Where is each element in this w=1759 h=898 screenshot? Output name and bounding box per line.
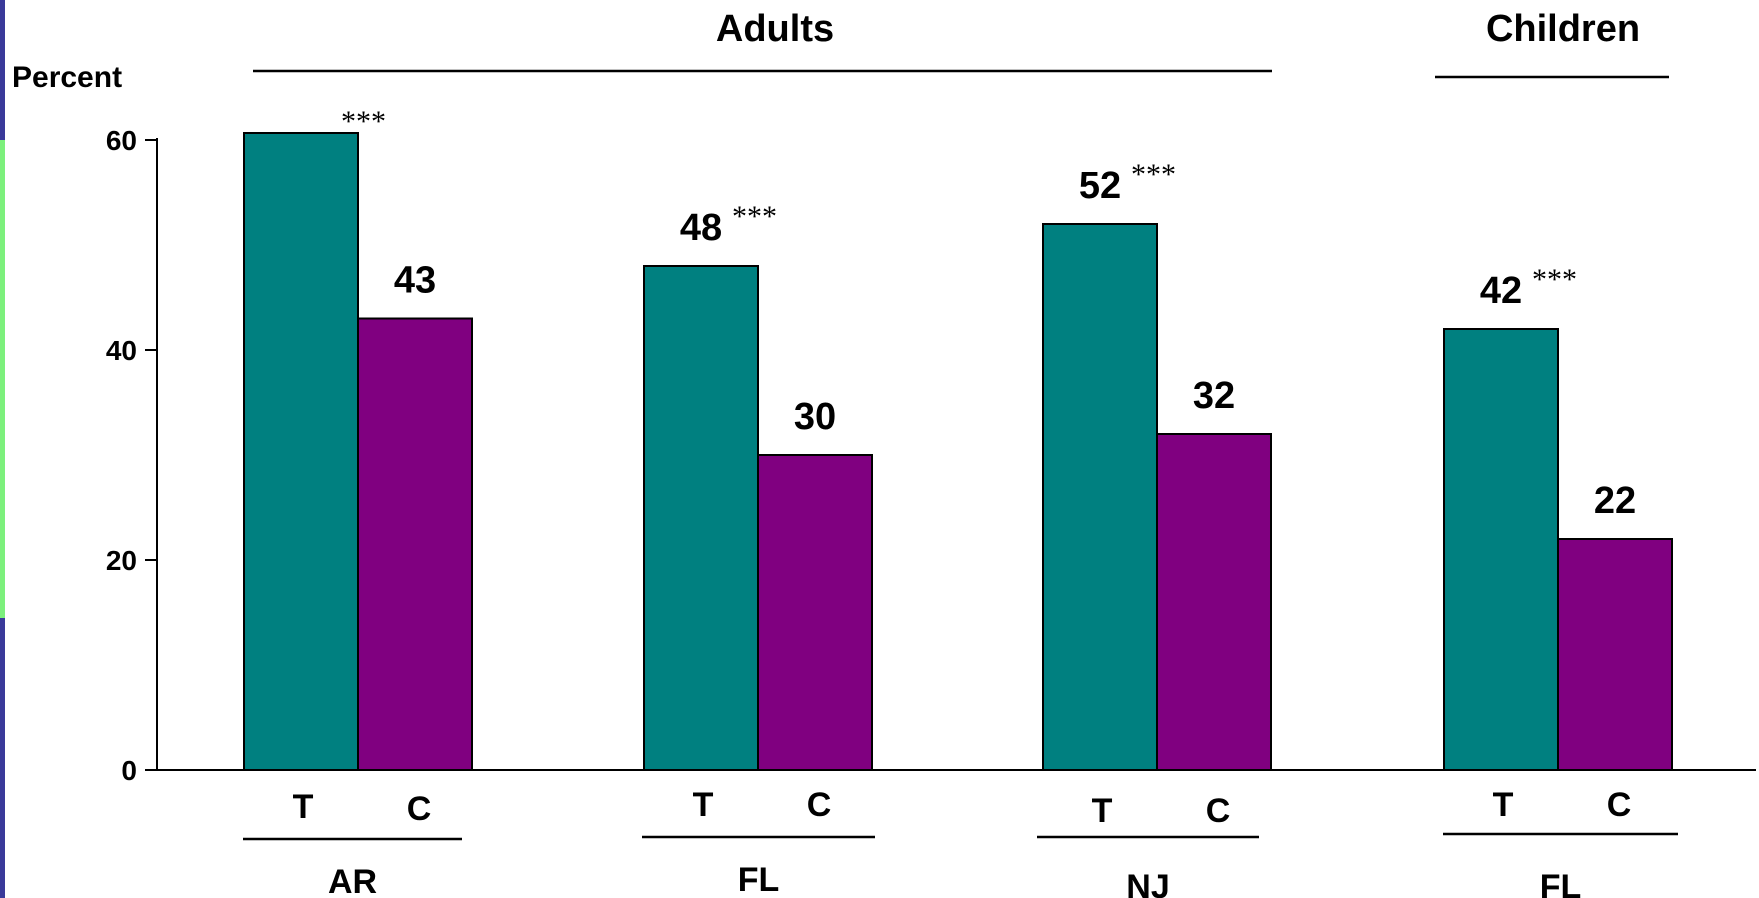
site-label-nj: NJ	[1126, 868, 1169, 898]
slide-edge-accent	[0, 140, 5, 618]
bar-ar-c	[357, 317, 473, 771]
data-label: 22	[1594, 480, 1636, 522]
series-label-c: C	[1607, 786, 1632, 824]
bar-ar-t	[243, 132, 359, 771]
group-title-children: Children	[1486, 8, 1640, 50]
series-label-t: T	[1493, 786, 1514, 824]
series-label-c: C	[807, 786, 832, 824]
y-tick-label: 60	[106, 125, 137, 156]
series-label-t: T	[1092, 792, 1113, 830]
series-label-c: C	[407, 790, 432, 828]
site-label-fl: FL	[738, 861, 780, 898]
bar-nj-c	[1156, 433, 1272, 771]
data-label: 30	[794, 396, 836, 438]
series-label-t: T	[293, 788, 314, 826]
data-label: 32	[1193, 375, 1235, 417]
data-label: 52	[1079, 165, 1121, 207]
y-tick-label: 20	[106, 545, 137, 576]
bar-fl-t	[1443, 328, 1559, 771]
significance-marker: ***	[1131, 158, 1176, 191]
significance-marker: ***	[732, 200, 777, 233]
site-label-fl: FL	[1540, 868, 1582, 898]
group-title-adults: Adults	[716, 8, 834, 50]
series-label-t: T	[693, 786, 714, 824]
series-label-c: C	[1206, 792, 1231, 830]
significance-marker: ***	[1532, 263, 1577, 296]
data-label: 43	[394, 260, 436, 302]
site-label-ar: AR	[328, 863, 377, 898]
y-tick-label: 40	[106, 335, 137, 366]
data-label: 48	[680, 207, 722, 249]
bar-nj-t	[1042, 223, 1158, 771]
y-tick-label: 0	[121, 755, 137, 786]
bar-fl-c	[757, 454, 873, 771]
bar-fl-c	[1557, 538, 1673, 771]
bar-fl-t	[643, 265, 759, 771]
y-axis-label: Percent	[12, 61, 122, 94]
data-label: 42	[1480, 270, 1522, 312]
significance-marker: ***	[341, 105, 386, 138]
